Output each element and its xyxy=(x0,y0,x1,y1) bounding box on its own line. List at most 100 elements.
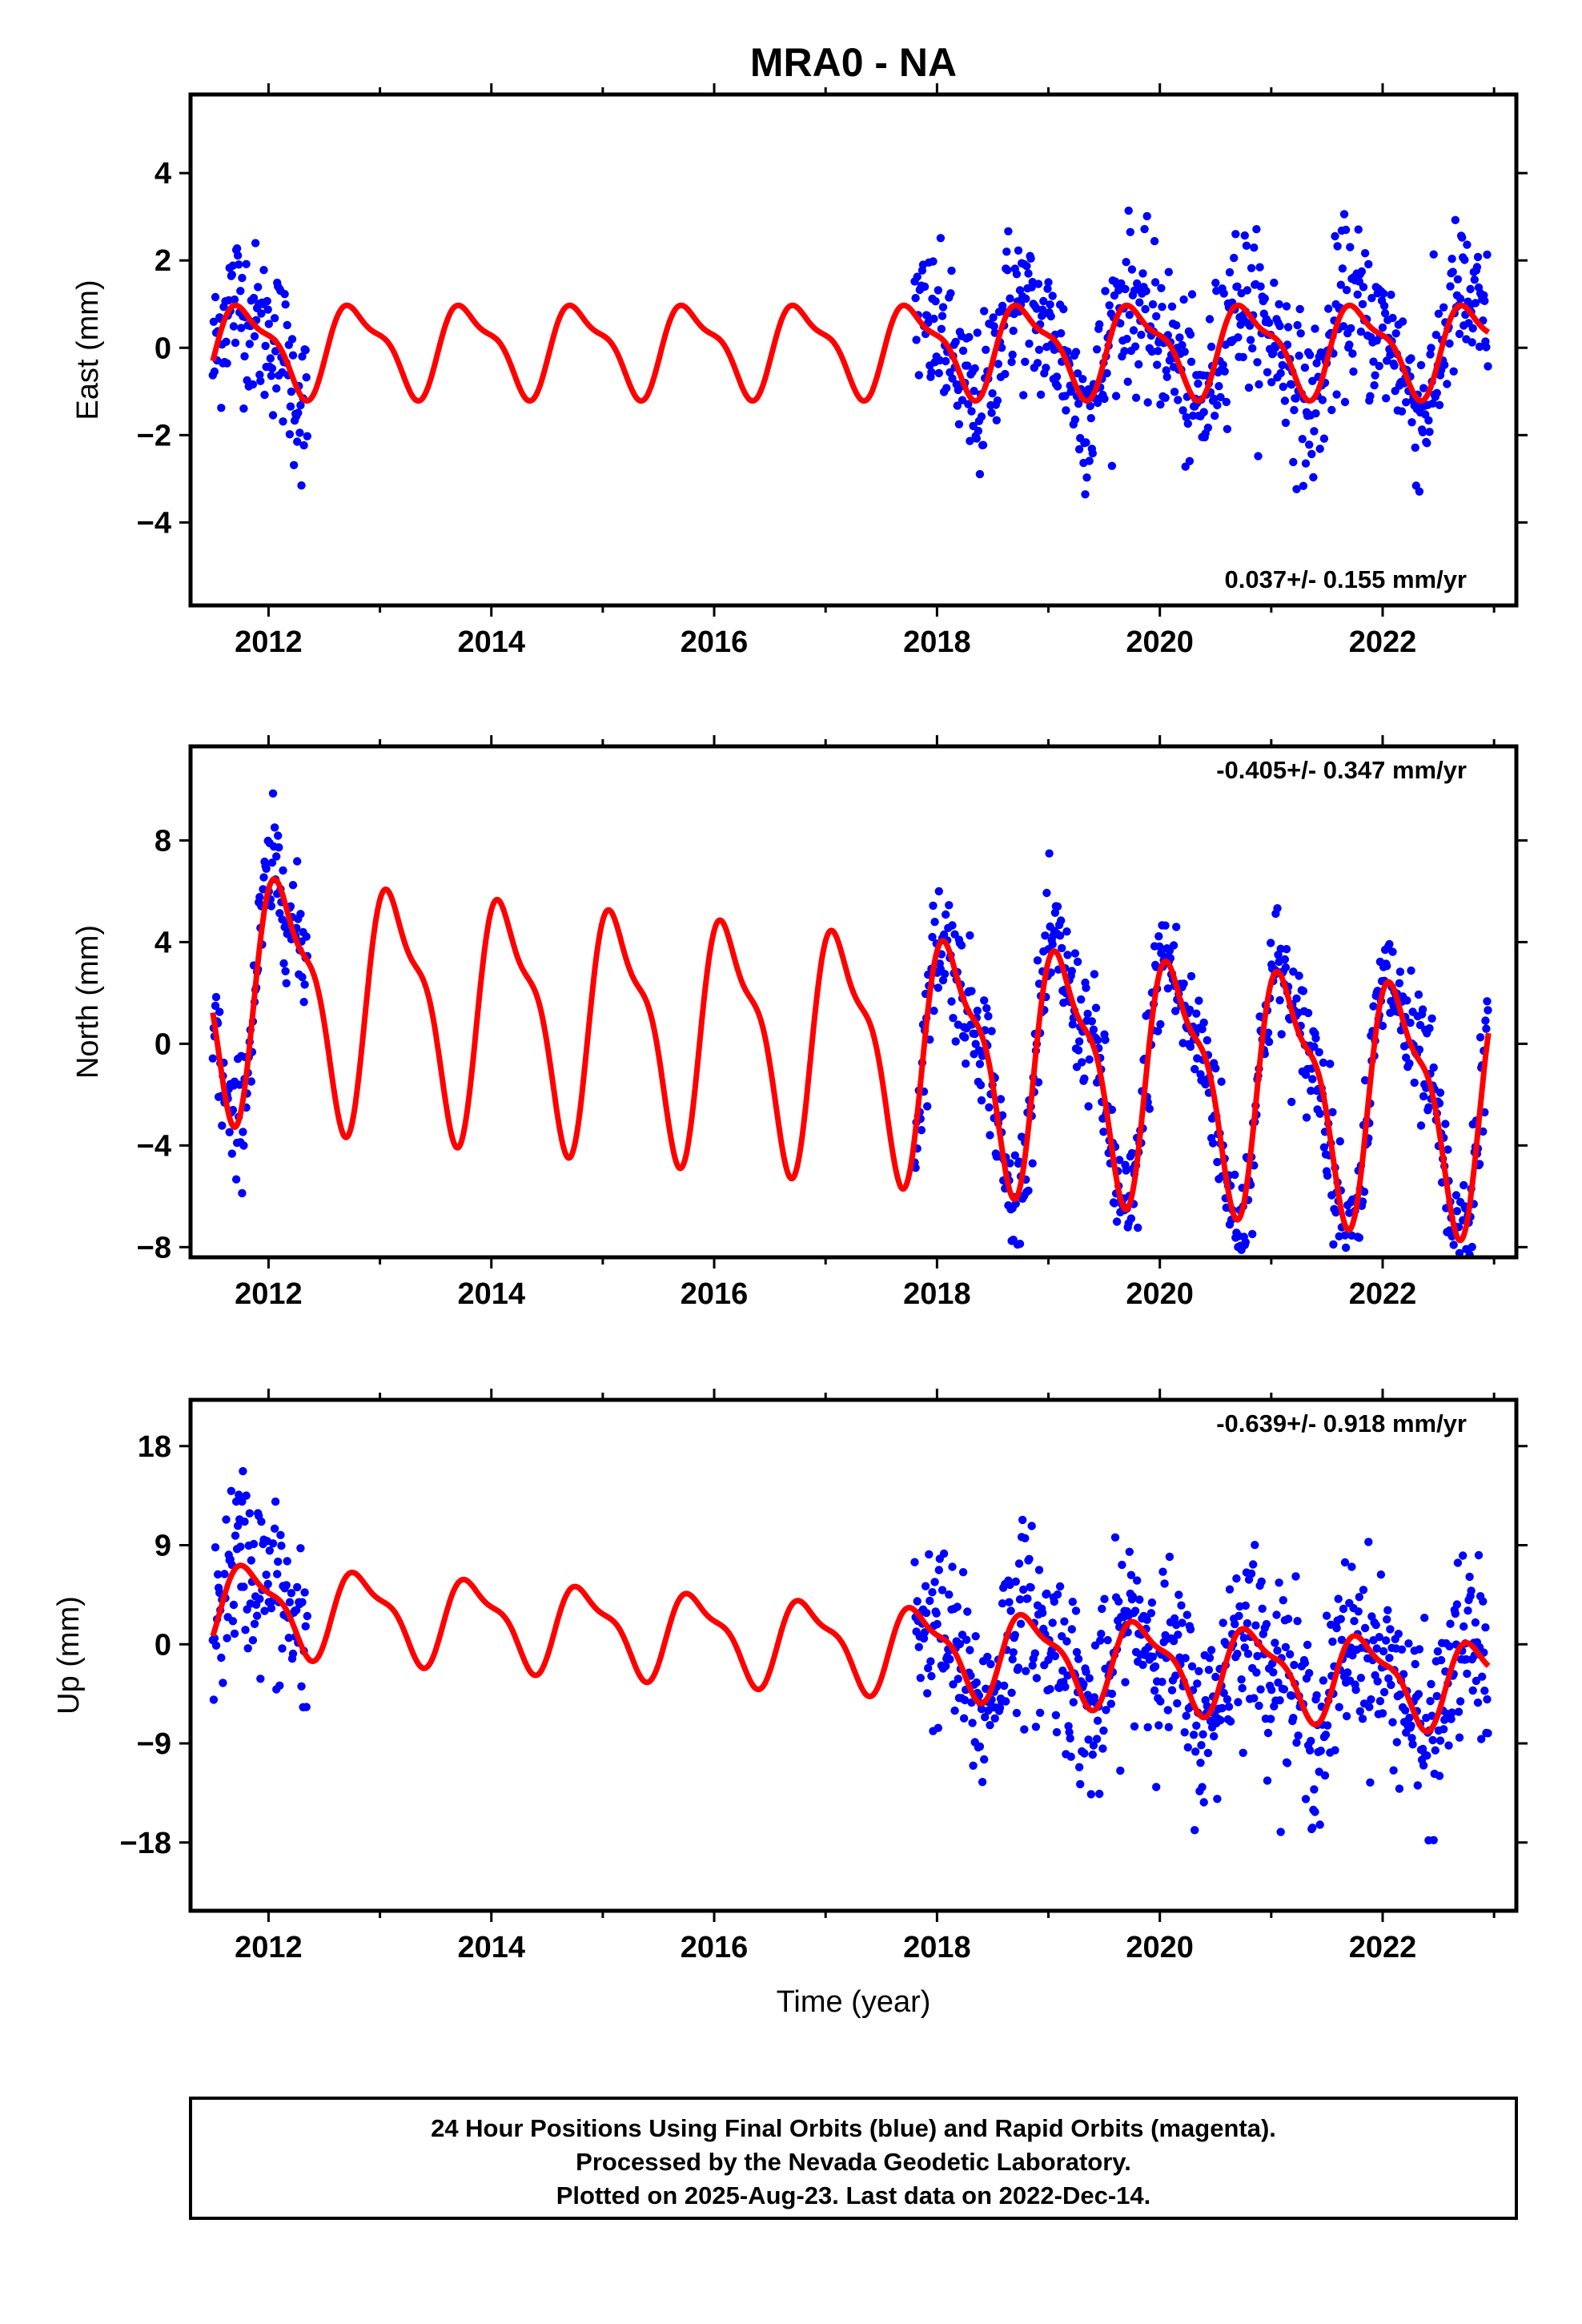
data-point xyxy=(1427,1014,1436,1023)
data-point xyxy=(959,1714,969,1723)
data-point xyxy=(1204,1666,1214,1675)
data-point xyxy=(1429,1063,1438,1072)
data-point xyxy=(283,1557,291,1566)
data-point xyxy=(1474,1550,1484,1560)
x-tick-label: 2020 xyxy=(1126,1931,1194,1964)
data-point xyxy=(1180,348,1189,356)
data-point xyxy=(1375,1633,1384,1642)
data-point xyxy=(911,294,920,303)
data-point xyxy=(1233,1650,1242,1659)
data-point xyxy=(1061,1683,1070,1691)
data-point xyxy=(1167,1686,1177,1695)
data-point xyxy=(923,1689,932,1698)
data-point xyxy=(1241,1237,1251,1247)
data-point xyxy=(1068,1020,1078,1029)
data-point xyxy=(1130,342,1140,351)
data-point xyxy=(1082,983,1090,992)
data-point xyxy=(1453,275,1463,283)
data-point xyxy=(1378,323,1387,332)
data-point xyxy=(1299,481,1308,490)
east-rate-label: 0.037+/- 0.155 mm/yr xyxy=(1225,565,1467,593)
data-point xyxy=(283,320,291,330)
data-point xyxy=(1295,304,1304,314)
data-point xyxy=(211,292,220,302)
data-point xyxy=(1009,326,1018,336)
data-point xyxy=(1324,304,1333,313)
data-point xyxy=(266,354,275,363)
data-point xyxy=(1404,1639,1413,1648)
data-point xyxy=(1235,1611,1243,1621)
data-point xyxy=(1383,1606,1392,1614)
data-point xyxy=(254,283,263,292)
data-point xyxy=(1183,1743,1193,1752)
data-point xyxy=(1311,409,1320,418)
data-point xyxy=(1410,1078,1419,1088)
data-point xyxy=(1455,1248,1464,1257)
data-point xyxy=(1252,225,1261,234)
data-point xyxy=(1167,302,1177,311)
data-point xyxy=(1057,916,1066,925)
data-point xyxy=(293,1582,302,1592)
data-point xyxy=(1100,1594,1109,1603)
y-tick-label: 8 xyxy=(155,824,171,858)
data-point xyxy=(223,359,231,368)
data-point xyxy=(945,1590,954,1599)
data-point xyxy=(987,1027,996,1035)
data-point xyxy=(1073,369,1082,378)
data-point xyxy=(1472,1676,1481,1686)
data-point xyxy=(1311,324,1319,333)
data-point xyxy=(1458,233,1467,242)
data-point xyxy=(241,1626,250,1634)
data-point xyxy=(1279,382,1288,392)
x-tick-label: 2022 xyxy=(1349,625,1417,659)
data-point xyxy=(1341,1243,1351,1252)
data-point xyxy=(1199,1018,1208,1027)
data-point xyxy=(1338,264,1347,273)
data-point xyxy=(267,902,276,911)
data-point xyxy=(271,1497,280,1506)
data-point xyxy=(1303,1008,1313,1018)
data-point xyxy=(1095,1789,1104,1799)
data-point xyxy=(1082,1667,1090,1676)
data-point xyxy=(1448,267,1457,276)
data-point xyxy=(211,1001,220,1011)
data-point xyxy=(267,372,276,380)
data-point xyxy=(1456,294,1465,304)
data-point xyxy=(1275,1578,1283,1587)
data-point xyxy=(1471,299,1480,308)
data-point xyxy=(1281,963,1291,972)
data-point xyxy=(1319,1058,1328,1068)
data-point xyxy=(1248,344,1257,353)
data-point xyxy=(1354,1607,1363,1616)
data-point xyxy=(1243,1650,1253,1659)
x-tick-label: 2012 xyxy=(235,1277,303,1311)
footer-box xyxy=(189,2097,1518,2220)
data-point xyxy=(295,428,304,437)
data-point xyxy=(912,336,921,344)
data-point xyxy=(1191,1747,1200,1756)
data-point xyxy=(1079,1680,1088,1689)
data-point xyxy=(1407,966,1415,975)
data-point xyxy=(921,1582,930,1590)
data-point xyxy=(1225,267,1235,277)
data-point xyxy=(975,469,985,479)
data-point xyxy=(1276,368,1285,378)
data-point xyxy=(1021,1534,1030,1543)
data-point xyxy=(1267,1686,1276,1695)
data-point xyxy=(1008,1655,1017,1664)
data-point xyxy=(1292,994,1301,1003)
north-y-axis-label: North (mm) xyxy=(71,925,105,1079)
data-point xyxy=(965,332,974,342)
data-point xyxy=(1207,342,1216,352)
data-point xyxy=(1185,1005,1195,1015)
data-point xyxy=(925,1550,934,1559)
data-point xyxy=(1245,321,1255,330)
data-point xyxy=(1449,1240,1458,1249)
data-point xyxy=(989,313,998,322)
data-point xyxy=(1243,1618,1252,1628)
data-point xyxy=(1447,255,1456,263)
data-point xyxy=(1100,394,1109,404)
data-point xyxy=(1273,1646,1282,1655)
data-point xyxy=(255,893,264,902)
data-point xyxy=(233,1522,243,1530)
